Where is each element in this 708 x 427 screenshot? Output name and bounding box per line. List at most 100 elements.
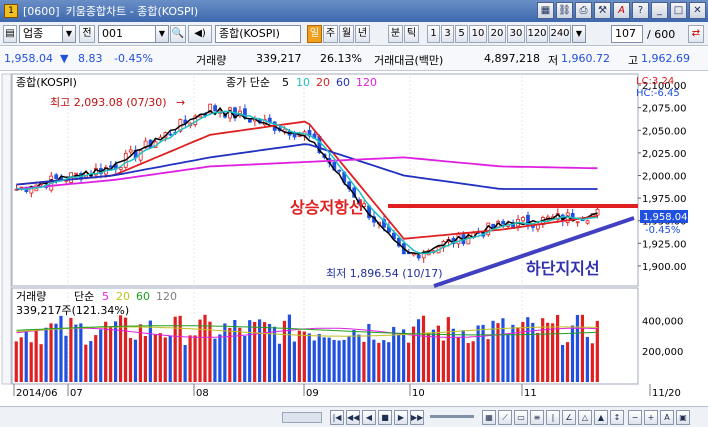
- scroll-next-fast-icon[interactable]: ▶▶: [410, 410, 424, 425]
- candle-body: [118, 167, 123, 170]
- volume-bar: [49, 323, 53, 382]
- volume-bar: [387, 342, 391, 382]
- minimize-icon[interactable]: _: [651, 2, 668, 19]
- x-axis-label: 07: [70, 388, 83, 399]
- price-y-tick: 2,100.00: [642, 81, 687, 92]
- volume-bar: [193, 335, 197, 382]
- chart-area[interactable]: 2,100.00 2,075.00 2,050.00 2,025.00 2,000.00…: [0, 72, 708, 407]
- tool-vline-icon[interactable]: |: [546, 410, 560, 425]
- candle-body: [536, 224, 540, 230]
- interval-button-5[interactable]: 5: [455, 25, 468, 43]
- speaker-icon[interactable]: ◀): [188, 25, 212, 43]
- interval-dropdown-icon[interactable]: ▼: [572, 25, 586, 43]
- ma-line-10: [16, 110, 598, 255]
- font-size-button[interactable]: A: [660, 410, 674, 425]
- all-button[interactable]: 전: [79, 25, 95, 43]
- volume-bar: [133, 339, 138, 382]
- scroll-next-icon[interactable]: ▶: [394, 410, 408, 425]
- volume-bar: [114, 321, 118, 382]
- link-icon[interactable]: ⛓: [556, 2, 573, 19]
- tool-trend-icon[interactable]: ⟋: [498, 410, 512, 425]
- candle-body: [585, 220, 590, 224]
- period-button-week[interactable]: 주: [323, 25, 338, 43]
- category-dropdown-icon[interactable]: ▼: [62, 25, 76, 43]
- turnover-label: 거래대금(백만): [374, 54, 444, 67]
- price-y-tick: 1,925.00: [642, 239, 687, 250]
- scroll-prev-icon[interactable]: ◀: [362, 410, 376, 425]
- screen-icon[interactable]: ▣: [676, 410, 690, 425]
- zoom-out-button[interactable]: −: [628, 410, 642, 425]
- candle-body: [575, 221, 580, 224]
- volume-y-axis: 400,000 200,000: [642, 316, 683, 358]
- period-button-day[interactable]: 일: [307, 25, 322, 43]
- font-icon[interactable]: A: [613, 2, 630, 19]
- scroll-first-icon[interactable]: |◀: [330, 410, 344, 425]
- tool-angle-icon[interactable]: ∠: [562, 410, 576, 425]
- period-button-month[interactable]: 월: [339, 25, 354, 43]
- volume-bar: [198, 319, 202, 382]
- code-dropdown-icon[interactable]: ▼: [155, 25, 169, 43]
- code-input[interactable]: 001: [98, 25, 156, 43]
- stock-chart-svg[interactable]: 2,100.00 2,075.00 2,050.00 2,025.00 2,000.00…: [0, 72, 708, 407]
- volume-bar: [228, 327, 232, 382]
- volume-bar: [327, 337, 331, 382]
- volume-bar: [516, 327, 520, 382]
- ma-legend-5: 5: [282, 76, 289, 89]
- interval-button-10[interactable]: 10: [469, 25, 487, 43]
- scroll-prev-fast-icon[interactable]: ◀◀: [346, 410, 360, 425]
- grid-icon[interactable]: ▦: [537, 2, 554, 19]
- x-axis-label: 11: [524, 388, 537, 399]
- volume-bar: [471, 341, 475, 382]
- tool-icon[interactable]: ⚒: [594, 2, 611, 19]
- x-axis: 2014/06 07 08 09 10 11 11/20: [13, 384, 681, 399]
- interval-button-240[interactable]: 240: [549, 25, 571, 43]
- volume-value: 339,217: [256, 52, 302, 65]
- period-button-minute[interactable]: 분: [388, 25, 403, 43]
- bottom-bar: |◀ ◀◀ ◀ ■ ▶ ▶▶ ▦ ⟋ ▭ ≡ | ∠ △ ▲ ↕ − + A ▣: [0, 406, 708, 427]
- refresh-icon[interactable]: ⇄: [688, 25, 704, 43]
- volume-bar: [585, 336, 589, 382]
- volume-bar: [436, 325, 441, 382]
- volume-bar: [213, 338, 217, 382]
- tool-tri-icon[interactable]: △: [578, 410, 592, 425]
- tool-fib-icon[interactable]: ≡: [530, 410, 544, 425]
- period-button-year[interactable]: 년: [355, 25, 370, 43]
- help-icon[interactable]: ?: [632, 2, 649, 19]
- left-scroll-strip[interactable]: [1, 73, 12, 385]
- interval-button-3[interactable]: 3: [441, 25, 454, 43]
- search-icon[interactable]: 🔍: [170, 25, 186, 43]
- high-arrow-icon: →: [176, 96, 185, 109]
- candle-body: [128, 149, 133, 153]
- scroll-thumb[interactable]: [282, 412, 322, 423]
- stop-icon[interactable]: ■: [378, 410, 392, 425]
- tool-box-icon[interactable]: ▭: [514, 410, 528, 425]
- interval-button-20[interactable]: 20: [488, 25, 506, 43]
- page-input[interactable]: 107: [611, 25, 643, 43]
- close-icon[interactable]: ✕: [689, 2, 706, 19]
- candle-body: [337, 169, 342, 172]
- volume-bar: [317, 333, 321, 382]
- maximize-icon[interactable]: □: [670, 2, 687, 19]
- interval-button-30[interactable]: 30: [507, 25, 525, 43]
- interval-button-1[interactable]: 1: [427, 25, 440, 43]
- volume-bar: [476, 325, 480, 382]
- interval-button-120[interactable]: 120: [526, 25, 548, 43]
- lc-label: LC:3.24: [636, 76, 674, 87]
- volume-bar: [178, 315, 182, 382]
- volume-bar: [128, 338, 133, 382]
- zoom-in-button[interactable]: +: [644, 410, 658, 425]
- window-buttons: ▦ ⛓ ⎙ ⚒ A ? _ □ ✕: [537, 2, 706, 19]
- print-icon[interactable]: ⎙: [575, 2, 592, 19]
- category-select[interactable]: 업종: [19, 25, 63, 43]
- tool-grid-icon[interactable]: ▦: [482, 410, 496, 425]
- resistance-label: 상승저항선: [290, 198, 364, 217]
- tool-tri2-icon[interactable]: ▲: [594, 410, 608, 425]
- stock-name-field: 종합(KOSPI): [215, 25, 301, 43]
- layout-icon[interactable]: ▤: [3, 25, 17, 43]
- speed-slider[interactable]: [430, 415, 474, 418]
- volume-bar: [59, 315, 63, 382]
- volume-bar: [272, 326, 277, 382]
- period-button-tick[interactable]: 틱: [404, 25, 419, 43]
- candle-body: [54, 174, 59, 180]
- tool-arrow-icon[interactable]: ↕: [610, 410, 624, 425]
